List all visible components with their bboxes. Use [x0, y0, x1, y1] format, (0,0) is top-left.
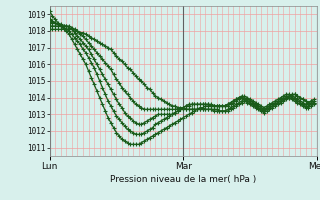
X-axis label: Pression niveau de la mer( hPa ): Pression niveau de la mer( hPa ) — [110, 175, 256, 184]
